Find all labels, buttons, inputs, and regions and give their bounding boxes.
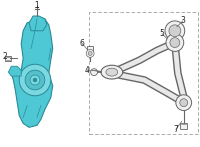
Circle shape: [165, 21, 185, 41]
Circle shape: [88, 51, 92, 55]
Polygon shape: [29, 16, 47, 31]
Circle shape: [169, 25, 181, 37]
FancyBboxPatch shape: [5, 56, 11, 61]
Ellipse shape: [106, 68, 118, 76]
Text: 7: 7: [173, 125, 178, 134]
FancyBboxPatch shape: [87, 46, 93, 52]
Text: 6: 6: [80, 39, 85, 48]
Text: 4: 4: [85, 66, 90, 75]
FancyBboxPatch shape: [180, 123, 187, 129]
Ellipse shape: [101, 65, 123, 79]
Text: 3: 3: [180, 16, 185, 25]
Bar: [89, 12, 198, 134]
Polygon shape: [8, 66, 21, 76]
Circle shape: [170, 38, 180, 47]
Circle shape: [86, 50, 94, 57]
Text: 5: 5: [160, 29, 164, 38]
Polygon shape: [11, 17, 53, 127]
Text: 1: 1: [35, 1, 39, 10]
Circle shape: [30, 75, 40, 85]
Circle shape: [19, 64, 51, 96]
Circle shape: [25, 70, 45, 90]
Circle shape: [176, 95, 192, 111]
Text: 2: 2: [2, 52, 7, 61]
Circle shape: [91, 69, 98, 76]
Circle shape: [180, 99, 188, 107]
Circle shape: [166, 34, 184, 51]
Circle shape: [33, 78, 37, 82]
